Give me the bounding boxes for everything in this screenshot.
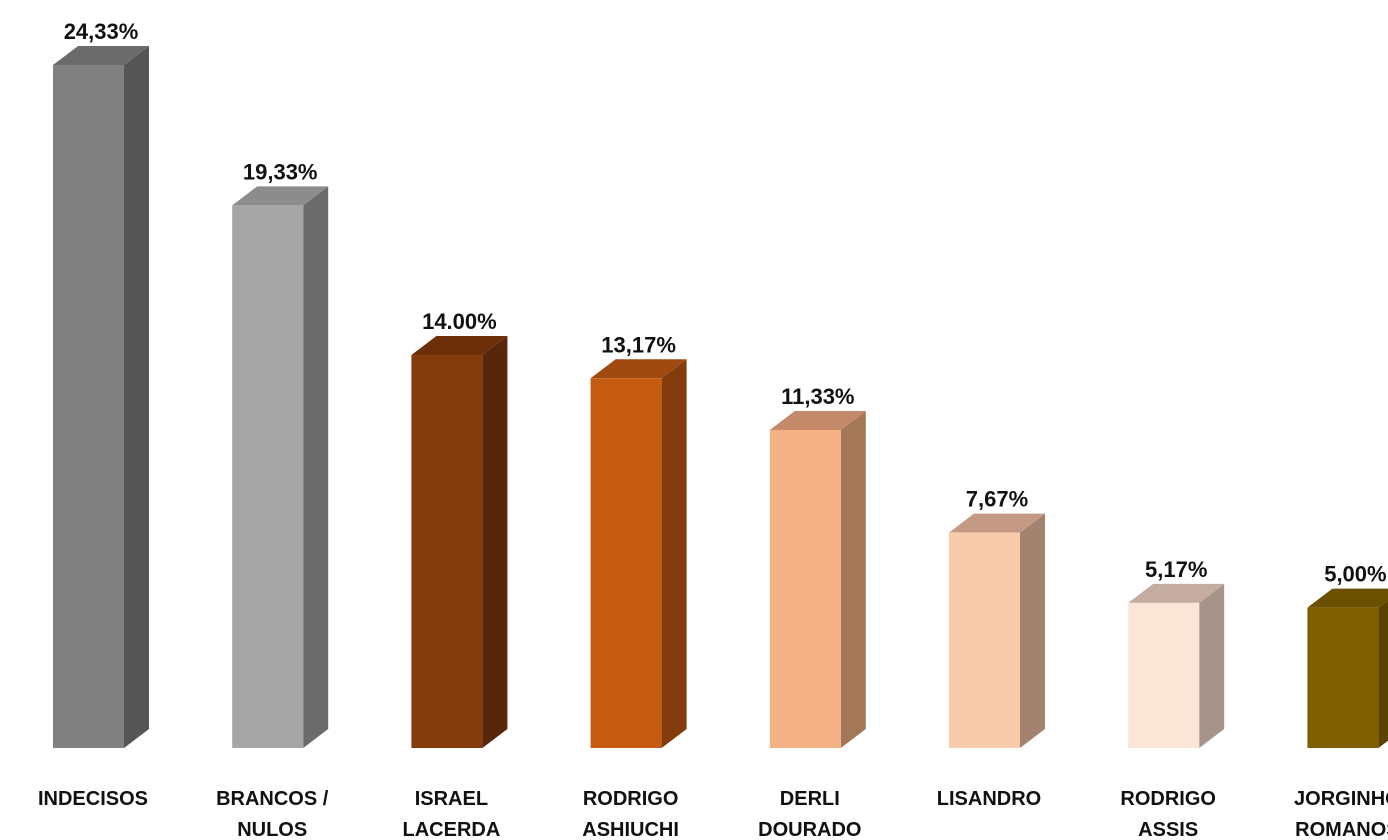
x-tick-label: RODRIGO: [583, 788, 679, 810]
bar-group: 19,33% BRANCOS / NULOS: [216, 159, 329, 840]
x-tick-label: ISRAEL: [415, 788, 488, 810]
bar-side: [482, 335, 508, 748]
bar-top: [232, 186, 329, 206]
x-tick-label: ASHIUCHI: [582, 819, 679, 840]
data-label: 5,00%: [1324, 562, 1386, 587]
bar-top: [590, 359, 687, 379]
data-label: 19,33%: [243, 159, 318, 184]
data-label: 14.00%: [422, 309, 497, 334]
bar: [769, 429, 841, 748]
bar-side: [840, 410, 866, 748]
bar-group: 24,33% INDECISOS: [38, 19, 149, 810]
bar-group: 5,00% JORGINHO ROMANOS: [1294, 562, 1388, 840]
bar-side: [303, 186, 329, 748]
data-label: 24,33%: [64, 19, 139, 44]
bar-group: 11,33% DERLI DOURADO: [758, 384, 866, 840]
bar-side: [661, 359, 687, 748]
x-tick-label: JORGINHO: [1294, 788, 1388, 810]
bar-top: [53, 46, 149, 65]
x-tick-label: LACERDA: [403, 819, 501, 840]
x-tick-label: DERLI: [780, 788, 840, 810]
data-label: 7,67%: [966, 487, 1028, 512]
x-tick-label: ROMANOS: [1295, 819, 1388, 840]
bar-top: [411, 335, 508, 355]
x-tick-label: DOURADO: [758, 819, 861, 840]
bar: [53, 65, 124, 748]
bar-side: [124, 46, 149, 748]
x-tick-label: BRANCOS /: [216, 788, 329, 810]
bar: [411, 354, 483, 748]
bar: [232, 205, 304, 748]
bar: [1307, 607, 1379, 748]
bar-top: [1128, 583, 1225, 603]
data-label: 5,17%: [1145, 557, 1207, 582]
bar: [1128, 602, 1200, 748]
bar: [590, 378, 662, 748]
bar-side: [1020, 513, 1045, 748]
bar-group: 5,17% RODRIGO ASSIS: [1120, 557, 1225, 840]
data-label: 11,33%: [781, 384, 854, 409]
x-tick-label: LISANDRO: [937, 788, 1041, 810]
x-tick-label: ASSIS: [1138, 819, 1198, 840]
bar-top: [949, 513, 1045, 533]
bar-side: [1378, 600, 1388, 748]
x-tick-label: NULOS: [237, 819, 307, 840]
bar-side: [1199, 583, 1225, 748]
x-tick-label: INDECISOS: [38, 788, 148, 810]
bar: [949, 532, 1020, 748]
bar-group: 13,17% RODRIGO ASHIUCHI: [582, 332, 687, 840]
x-tick-label: RODRIGO: [1120, 788, 1216, 810]
data-label: 13,17%: [601, 332, 676, 357]
bar-group: 7,67% LISANDRO: [937, 487, 1045, 810]
bar-top: [769, 410, 866, 430]
bar-top: [1307, 588, 1388, 608]
bar-group: 14.00% ISRAEL LACERDA: [403, 309, 508, 840]
